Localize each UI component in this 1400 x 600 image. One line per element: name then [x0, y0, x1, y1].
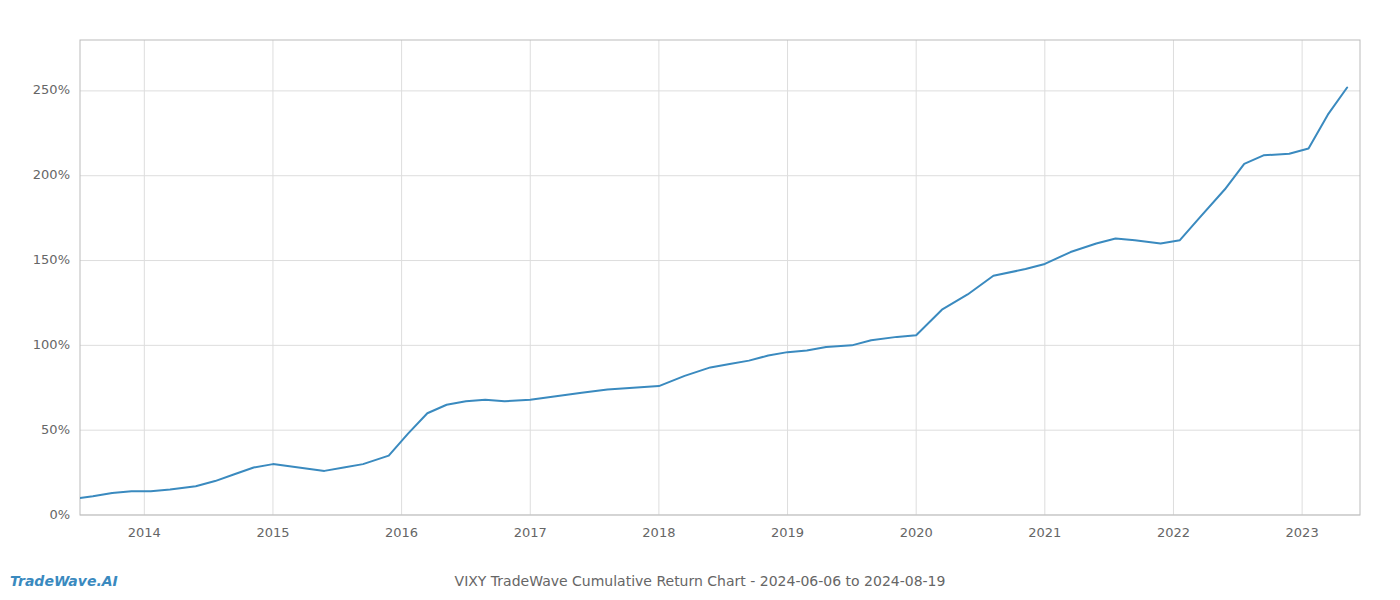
x-grid-line — [658, 40, 659, 515]
x-grid-line — [401, 40, 402, 515]
data-area — [80, 88, 1347, 499]
x-tick-label: 2015 — [256, 525, 289, 540]
y-tick-label: 100% — [33, 337, 70, 352]
x-tick-label: 2018 — [642, 525, 675, 540]
y-grid-line — [80, 345, 1360, 346]
x-grid-line — [916, 40, 917, 515]
x-tick-label: 2016 — [385, 525, 418, 540]
x-grid-line — [272, 40, 273, 515]
y-grid-line — [80, 175, 1360, 176]
x-tick-label: 2019 — [771, 525, 804, 540]
y-tick-label: 250% — [33, 82, 70, 97]
x-grid-line — [1044, 40, 1045, 515]
y-grid-line — [80, 260, 1360, 261]
line — [80, 88, 1347, 499]
y-tick-label: 150% — [33, 252, 70, 267]
x-tick-label: 2020 — [900, 525, 933, 540]
y-tick-label: 200% — [33, 167, 70, 182]
axes: 0% 50% 100% 150% 200% 250% 2014 2015 2016 2017 201… — [33, 40, 1360, 540]
x-tick-label: 2017 — [514, 525, 547, 540]
y-grid-line — [80, 90, 1360, 91]
watermark: TradeWave.AI — [10, 573, 118, 589]
y-tick-label: 0% — [49, 507, 70, 522]
x-grid-line — [530, 40, 531, 515]
x-grid-line — [1173, 40, 1174, 515]
x-tick-label: 2021 — [1028, 525, 1061, 540]
background — [0, 0, 1400, 600]
x-tick-label: 2023 — [1286, 525, 1319, 540]
x-grid-line — [787, 40, 788, 515]
chart: 0% 50% 100% 150% 200% 250% 2014 2015 2016 2017 201… — [0, 0, 1400, 600]
y-tick-label: 50% — [41, 422, 70, 437]
grid — [80, 40, 1360, 515]
title: VIXY TradeWave Cumulative Return Chart -… — [455, 573, 946, 589]
plot-frame — [80, 40, 1360, 515]
x-tick-label: 2022 — [1157, 525, 1190, 540]
x-tick-label: 2014 — [128, 525, 161, 540]
y-grid-line — [80, 430, 1360, 431]
x-grid-line — [144, 40, 145, 515]
x-grid-line — [1302, 40, 1303, 515]
